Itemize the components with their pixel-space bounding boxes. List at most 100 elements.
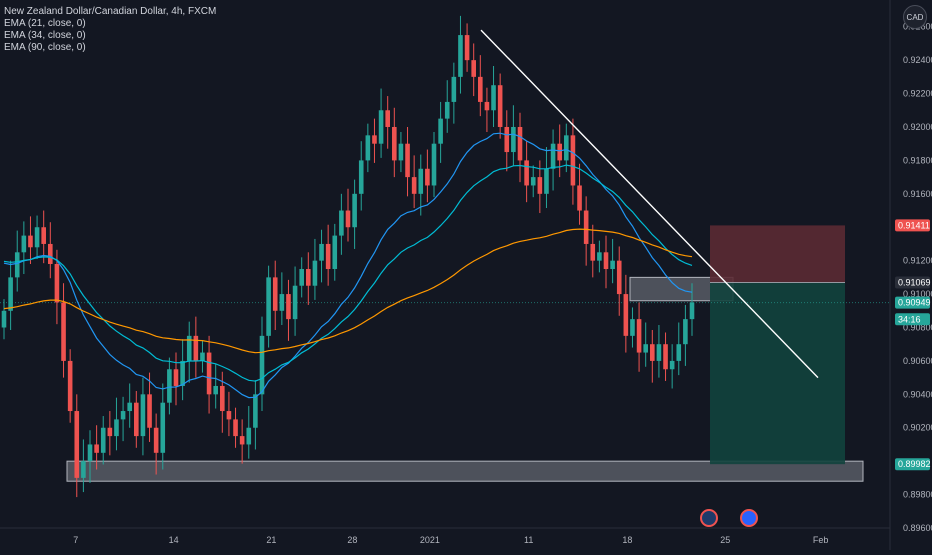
x-tick-label: 14 bbox=[169, 535, 179, 545]
price-label: 0.91069 bbox=[898, 278, 931, 288]
candle-body bbox=[127, 402, 132, 412]
candle-body bbox=[517, 126, 523, 161]
price-label-bg bbox=[895, 276, 930, 289]
candle-body bbox=[147, 394, 152, 428]
candle-body bbox=[398, 143, 404, 161]
candle-body bbox=[676, 344, 682, 361]
candle-body bbox=[616, 260, 622, 295]
currency-badge[interactable]: CAD bbox=[903, 5, 927, 29]
ema34-label[interactable]: EMA (34, close, 0) bbox=[4, 30, 86, 41]
ema21-label[interactable]: EMA (21, close, 0) bbox=[4, 18, 86, 29]
candle-body bbox=[491, 85, 496, 111]
candle-body bbox=[557, 143, 562, 161]
candle-body bbox=[94, 444, 99, 453]
candle-body bbox=[524, 160, 529, 186]
candle-body bbox=[246, 427, 252, 445]
price-label-bg bbox=[895, 458, 930, 471]
x-tick-label: 7 bbox=[73, 535, 78, 545]
candle-body bbox=[418, 168, 424, 194]
candle-body bbox=[134, 402, 139, 437]
chart-legend: New Zealand Dollar/Canadian Dollar, 4h, … bbox=[4, 6, 216, 54]
candle-body bbox=[669, 360, 675, 370]
candle-body bbox=[689, 302, 695, 320]
candle-body bbox=[186, 335, 192, 361]
candle-body bbox=[636, 319, 642, 353]
candle-body bbox=[392, 126, 397, 161]
candle-body bbox=[372, 135, 377, 144]
candle-body bbox=[319, 243, 324, 261]
candle-body bbox=[550, 143, 556, 169]
candle-body bbox=[630, 319, 635, 336]
candle-body bbox=[537, 177, 543, 194]
candle-body bbox=[312, 260, 318, 286]
candle-body bbox=[431, 143, 437, 186]
candle-body bbox=[623, 294, 629, 336]
candle-body bbox=[683, 319, 688, 345]
price-label-bg bbox=[895, 219, 930, 232]
candle-body bbox=[48, 243, 53, 264]
candle-body bbox=[570, 135, 576, 186]
candle-body bbox=[74, 411, 80, 478]
candle-body bbox=[272, 277, 278, 311]
candle-body bbox=[1, 310, 7, 328]
candle-body bbox=[81, 461, 86, 478]
candle-body bbox=[530, 177, 536, 186]
candle-body bbox=[239, 436, 245, 445]
candle-body bbox=[253, 394, 258, 428]
economic-event-icon-2[interactable] bbox=[740, 509, 758, 527]
candle-body bbox=[14, 252, 20, 278]
candle-body bbox=[597, 252, 602, 261]
candle-body bbox=[200, 352, 205, 361]
candle-body bbox=[332, 235, 338, 270]
candle-body bbox=[153, 427, 159, 453]
x-tick-label: 21 bbox=[266, 535, 276, 545]
candle-body bbox=[511, 126, 516, 153]
candle-body bbox=[378, 110, 384, 144]
candle-body bbox=[8, 277, 13, 311]
candle-body bbox=[577, 185, 582, 211]
candle-body bbox=[193, 335, 199, 361]
price-label-bg bbox=[895, 296, 930, 309]
candle-body bbox=[405, 143, 410, 178]
x-tick-label: 28 bbox=[347, 535, 357, 545]
symbol-title[interactable]: New Zealand Dollar/Canadian Dollar, 4h, … bbox=[4, 6, 217, 17]
price-label: 0.89982 bbox=[898, 459, 931, 469]
candle-body bbox=[411, 177, 417, 194]
candle-body bbox=[603, 252, 609, 270]
candle-body bbox=[564, 135, 569, 161]
take-profit-zone bbox=[710, 282, 845, 465]
x-tick-label: 25 bbox=[720, 535, 730, 545]
x-tick-label: 18 bbox=[622, 535, 632, 545]
candle-body bbox=[497, 85, 503, 127]
economic-event-icon[interactable] bbox=[700, 509, 718, 527]
x-tick-label: 11 bbox=[524, 535, 533, 545]
price-label: 0.90949 bbox=[898, 298, 931, 308]
candle-body bbox=[41, 227, 46, 244]
candle-body bbox=[67, 360, 73, 412]
price-label: 0.91411 bbox=[898, 220, 930, 230]
candle-body bbox=[365, 135, 371, 161]
candle-body bbox=[590, 243, 596, 261]
candle-body bbox=[160, 402, 166, 453]
x-tick-label: Feb bbox=[813, 535, 829, 545]
candle-body bbox=[345, 210, 351, 228]
candle-body bbox=[643, 344, 648, 353]
candle-body bbox=[650, 344, 655, 361]
candle-body bbox=[464, 35, 470, 61]
candle-body bbox=[299, 269, 304, 286]
candle-body bbox=[325, 243, 331, 270]
candle-body bbox=[306, 269, 311, 286]
candle-body bbox=[478, 76, 483, 102]
ema90-label[interactable]: EMA (90, close, 0) bbox=[4, 42, 86, 53]
candle-body bbox=[61, 302, 66, 361]
candle-body bbox=[358, 160, 364, 194]
candle-body bbox=[206, 352, 212, 395]
trendline bbox=[480, 29, 819, 379]
